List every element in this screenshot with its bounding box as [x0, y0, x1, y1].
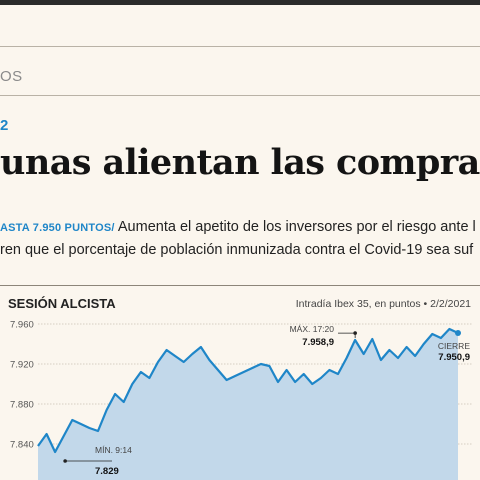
y-tick-label: 7.960	[10, 320, 34, 331]
section-label: OS	[0, 68, 23, 85]
top-bar	[0, 0, 480, 5]
close-label: CIERRE	[438, 341, 470, 351]
intraday-chart: 7.960 7.920 7.880 7.840 MÍN. 9:14 7.829 MÁX. …	[10, 320, 472, 480]
deck-kicker: ASTA 7.950 PUNTOS/	[0, 222, 115, 234]
header-rule-top	[0, 46, 480, 47]
chart-top-rule	[0, 285, 480, 286]
y-tick-label: 7.880	[10, 400, 34, 411]
min-value: 7.829	[95, 466, 119, 477]
area-fill	[38, 329, 458, 480]
max-label: MÁX. 17:20	[290, 324, 335, 334]
max-marker	[353, 331, 357, 335]
deck-line-1-text: Aumenta el apetito de los inversores por…	[114, 219, 476, 235]
annotations: MÍN. 9:14 7.829 MÁX. 17:20 7.958,9 CIERRE7.9…	[63, 324, 470, 477]
close-marker	[455, 330, 461, 336]
y-tick-label: 7.840	[10, 440, 34, 451]
deck-line-2: ren que el porcentaje de población inmun…	[0, 242, 474, 258]
y-axis-ticks: 7.960 7.920 7.880 7.840	[10, 320, 34, 451]
close-value: 7.950,9	[438, 352, 470, 363]
headline: unas alientan las compras e	[0, 142, 480, 183]
y-tick-label: 7.920	[10, 360, 34, 371]
chart-title: SESIÓN ALCISTA	[8, 296, 116, 311]
section-number: 2	[0, 117, 9, 134]
max-value: 7.958,9	[302, 337, 334, 348]
header-rule-middle	[0, 95, 480, 96]
chart-subtitle: Intradía Ibex 35, en puntos • 2/2/2021	[295, 298, 471, 310]
deck: ASTA 7.950 PUNTOS/ Aumenta el apetito de…	[0, 216, 480, 261]
min-label: MÍN. 9:14	[95, 445, 132, 455]
deck-line-1: ASTA 7.950 PUNTOS/ Aumenta el apetito de…	[0, 216, 480, 239]
price-line	[37, 327, 459, 454]
